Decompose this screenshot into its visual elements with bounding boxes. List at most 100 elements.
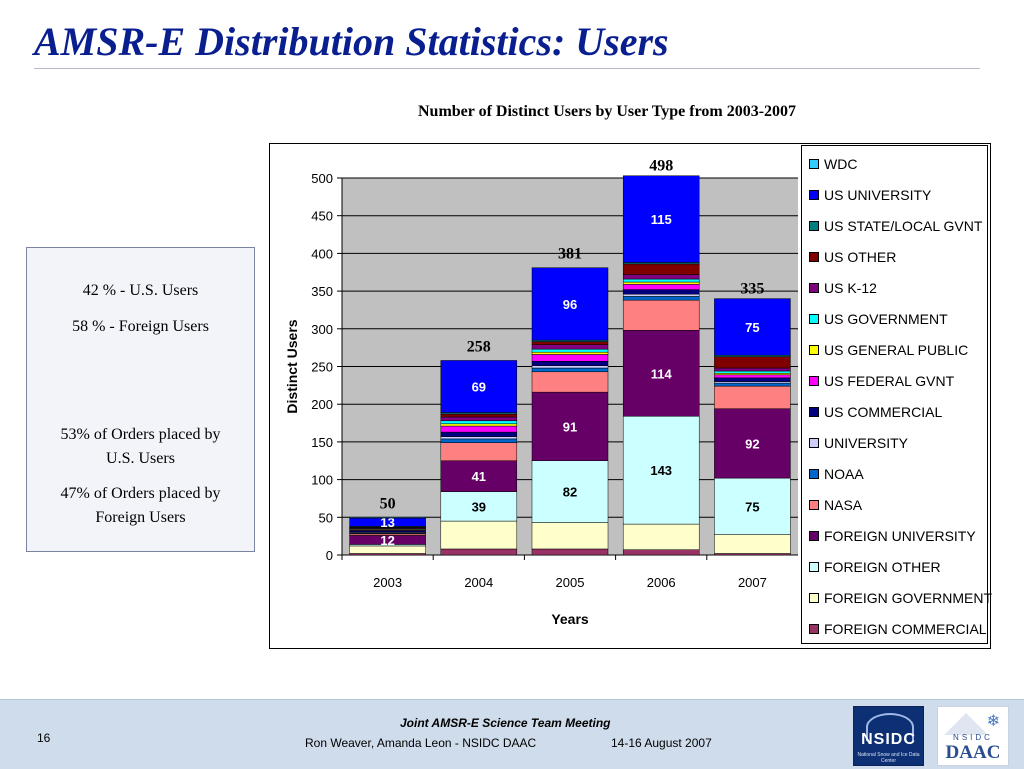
bar-segment — [622, 523, 700, 550]
bar-total-label: 258 — [467, 338, 491, 355]
bar-segment — [531, 348, 609, 353]
y-axis-title: Distinct Users — [284, 319, 300, 413]
legend-swatch — [809, 345, 819, 355]
bar-segment — [531, 522, 609, 550]
legend-item: UNIVERSITY — [809, 433, 908, 453]
legend-label: US GENERAL PUBLIC — [824, 342, 969, 358]
legend-label: US STATE/LOCAL GVNT — [824, 218, 983, 234]
y-tick-label: 200 — [311, 397, 333, 412]
daac-logo-word: DAAC — [945, 742, 1001, 763]
bar-segment — [714, 385, 791, 409]
stats-box: 42 % - U.S. Users 58 % - Foreign Users 5… — [26, 247, 255, 552]
bar-segment — [440, 442, 518, 461]
stacked-bar-chart: 0 50 100 150 200 250 300 350 400 450 500 12 13 2003 50… — [284, 158, 798, 627]
stat-foreign-orders-line1: 47% of Orders placed by — [60, 485, 221, 502]
bar-segment — [440, 360, 518, 413]
bar-segment — [440, 431, 518, 437]
y-tick-label: 100 — [311, 473, 333, 488]
legend-swatch — [809, 252, 819, 262]
bar-segment — [714, 534, 791, 554]
footer: 16 Joint AMSR-E Science Team Meeting Ron… — [0, 699, 1024, 769]
meeting-name: Joint AMSR-E Science Team Meeting — [400, 716, 611, 730]
bar-segment — [531, 365, 609, 369]
stat-us-users: 42 % - U.S. Users — [82, 282, 199, 299]
bar-segment — [440, 460, 518, 492]
legend-label: US UNIVERSITY — [824, 187, 932, 203]
legend-label: FOREIGN COMMERCIAL — [824, 621, 987, 637]
bar-segment — [714, 367, 791, 372]
segment-label: 39 — [472, 499, 486, 514]
segment-label: 91 — [563, 419, 577, 434]
bar-segment — [531, 267, 609, 341]
bar-total-label: 50 — [380, 495, 396, 512]
bar-segment — [714, 356, 791, 369]
bar-segment — [622, 263, 700, 275]
legend-item: US OTHER — [809, 247, 896, 267]
bar-segment — [531, 548, 609, 556]
x-tick-label: 2006 — [647, 575, 676, 590]
bar-segment — [622, 284, 700, 290]
x-tick-label: 2005 — [556, 575, 585, 590]
bar-segment — [714, 382, 791, 387]
bar-segment — [714, 477, 791, 535]
snowflake-icon: ❄ — [986, 713, 1000, 730]
bar-total-label: 498 — [649, 158, 673, 175]
bar-segment — [531, 360, 609, 366]
globe-icon — [866, 713, 914, 741]
x-tick-label: 2007 — [738, 575, 767, 590]
slide-title: AMSR-E Distribution Statistics: Users — [34, 19, 669, 64]
segment-label: 69 — [472, 379, 486, 394]
legend-label: NOAA — [824, 466, 864, 482]
segment-label: 75 — [745, 320, 759, 335]
bar-segment — [531, 391, 609, 461]
footer-dates: 14-16 August 2007 — [611, 736, 712, 750]
legend-swatch — [809, 376, 819, 386]
legend-label: FOREIGN UNIVERSITY — [824, 528, 976, 544]
segment-label: 96 — [563, 297, 577, 312]
bar-segment — [440, 413, 518, 418]
legend-label: US COMMERCIAL — [824, 404, 943, 420]
segment-label: 75 — [745, 499, 759, 514]
segment-label: 13 — [380, 515, 394, 530]
stat-foreign-orders-line2: Foreign Users — [95, 509, 186, 526]
bar-segment — [440, 491, 518, 522]
bar-segment — [531, 367, 609, 373]
chart-caption: Number of Distinct Users by User Type fr… — [418, 103, 797, 120]
nsidc-logo-word: NSIDC — [861, 731, 916, 748]
legend-label: US OTHER — [824, 249, 897, 265]
bar-segment — [440, 425, 518, 433]
legend-swatch — [809, 500, 819, 510]
legend-swatch — [809, 283, 819, 293]
legend-swatch — [809, 407, 819, 417]
bar-total-label: 335 — [740, 280, 764, 297]
y-tick-label: 50 — [319, 510, 333, 525]
y-tick-label: 450 — [311, 209, 333, 224]
mountain-icon — [944, 713, 988, 735]
segment-label: 114 — [651, 366, 673, 381]
legend-label: FOREIGN GOVERNMENT — [824, 590, 993, 606]
legend-label: WDC — [824, 156, 858, 172]
bar-segment — [531, 344, 609, 350]
bar-segment — [714, 408, 791, 479]
bar-segment — [622, 416, 700, 525]
x-tick-label: 2004 — [464, 575, 493, 590]
bar-segment — [440, 548, 518, 556]
chart-legend: WDC US UNIVERSITY US STATE/LOCAL GVNT US OT… — [801, 145, 992, 644]
stat-foreign-users: 58 % - Foreign Users — [72, 318, 209, 335]
stat-us-orders-line2: U.S. Users — [106, 450, 175, 467]
nsidc-logo: NSIDC National Snow and Ice Data Center — [853, 706, 924, 766]
legend-swatch — [809, 593, 819, 603]
legend-label: US FEDERAL GVNT — [824, 373, 955, 389]
segment-label: 92 — [745, 436, 759, 451]
legend-swatch — [809, 221, 819, 231]
legend-item: WDC — [809, 154, 857, 174]
y-tick-label: 300 — [311, 322, 333, 337]
bar-segment — [622, 175, 700, 263]
legend-item: US UNIVERSITY — [809, 185, 931, 205]
legend-item: US GENERAL PUBLIC — [809, 340, 968, 360]
legend-label: US K-12 — [824, 280, 877, 296]
bar-segment — [440, 420, 518, 425]
bar-segment — [714, 370, 791, 374]
footer-authors: Ron Weaver, Amanda Leon - NSIDC DAAC — [305, 736, 537, 750]
bar-segment — [714, 377, 791, 382]
